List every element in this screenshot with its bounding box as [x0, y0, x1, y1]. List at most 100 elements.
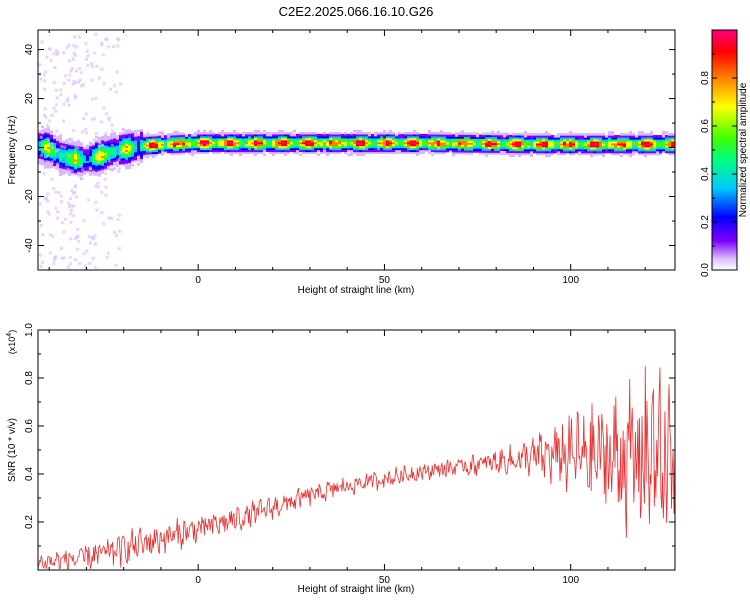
spectrogram-cell [101, 159, 104, 162]
spectrogram-cell [383, 149, 386, 153]
spectrogram-cell [98, 136, 101, 140]
spectrogram-cell [548, 154, 551, 158]
spectrogram-cell [350, 133, 353, 137]
spectrogram-noise-cell [47, 119, 51, 123]
spectrogram-cell [71, 156, 74, 160]
spectrogram-cell [455, 151, 458, 155]
spectrogram-cell [50, 155, 53, 159]
spectrogram-cell [506, 140, 509, 144]
spectrogram-cell [518, 140, 521, 144]
spectrogram-cell [353, 135, 356, 139]
spectrogram-cell [650, 150, 653, 154]
spectrogram-noise-cell [96, 185, 100, 189]
spectrogram-cell [482, 132, 485, 136]
spectrogram-cell [293, 149, 296, 153]
spectrogram-cell [101, 157, 104, 161]
spectrogram-cell [635, 140, 638, 144]
spectrogram-cell [413, 145, 416, 149]
spectrogram-cell [593, 135, 596, 138]
spectrogram-cell [557, 152, 560, 156]
spectrogram-cell [587, 138, 590, 142]
spectrogram-cell [311, 143, 314, 147]
spectrogram-cell [551, 144, 554, 148]
spectrogram-cell [119, 160, 122, 163]
spectrogram-cell [179, 138, 182, 142]
spectrogram-cell [623, 138, 626, 142]
spectrogram-cell [116, 154, 119, 158]
spectrogram-cell [614, 152, 617, 156]
spectrogram-noise-cell [69, 204, 73, 208]
spectrogram-cell [506, 150, 509, 154]
spectrogram-cell [389, 129, 392, 133]
spectrogram-cell [497, 134, 500, 138]
spectrogram-cell [74, 166, 77, 170]
spectrogram-cell [317, 135, 320, 139]
spectrogram-cell [302, 137, 305, 141]
spectrogram-cell [611, 137, 614, 140]
spectrogram-cell [575, 140, 578, 144]
spectrogram-cell [287, 131, 290, 135]
spectrogram-cell [374, 147, 377, 151]
spectrogram-noise-cell [52, 106, 56, 110]
spectrogram-cell [38, 162, 41, 165]
spectrogram-noise-cell [104, 112, 108, 116]
spectrogram-cell [110, 152, 113, 156]
spectrogram-cell [647, 138, 650, 142]
spectrogram-cell [89, 147, 92, 151]
spectrogram-cell [140, 158, 143, 162]
spectrogram-cell [653, 144, 656, 148]
spectrogram-cell [383, 135, 386, 139]
spectrogram-cell [518, 142, 521, 146]
spectrogram-cell [71, 162, 74, 165]
spectrogram-y-tick-label: -20 [24, 189, 35, 204]
spectrogram-cell [137, 135, 140, 139]
spectrogram-noise-cell [49, 131, 53, 135]
spectrogram-cell [587, 144, 590, 148]
spectrogram-cell [389, 131, 392, 135]
spectrogram-cell [140, 152, 143, 156]
spectrogram-cell [386, 145, 389, 149]
spectrogram-cell [521, 144, 524, 148]
spectrogram-cell [77, 155, 80, 159]
spectrogram-cell [260, 141, 263, 145]
spectrogram-cell [242, 133, 245, 137]
spectrogram-cell [599, 137, 602, 140]
spectrogram-cell [470, 142, 473, 145]
spectrogram-cell [461, 140, 464, 143]
spectrogram-cell [152, 137, 155, 141]
spectrogram-cell [515, 144, 518, 148]
spectrogram-cell [194, 149, 197, 153]
spectrogram-cell [395, 151, 398, 155]
spectrogram-cell [233, 135, 236, 139]
spectrogram-cell [563, 138, 566, 142]
spectrogram-cell [143, 138, 146, 142]
spectrogram-cell [239, 139, 242, 143]
spectrogram-cell [65, 161, 68, 164]
spectrogram-cell [236, 133, 239, 137]
spectrogram-cell [77, 159, 80, 163]
spectrogram-cell [197, 135, 200, 139]
spectrogram-cell [347, 137, 350, 141]
spectrogram-cell [164, 144, 167, 148]
spectrogram-cell [185, 146, 188, 149]
spectrogram-noise-cell [110, 129, 114, 133]
spectrogram-cell [119, 142, 122, 146]
spectrogram-cell [92, 156, 95, 160]
spectrogram-cell [569, 148, 572, 152]
spectrogram-cell [356, 131, 359, 135]
spectrogram-cell [209, 129, 212, 133]
spectrogram-cell [524, 136, 527, 140]
spectrogram-cell [41, 158, 44, 162]
spectrogram-cell [644, 140, 647, 144]
spectrogram-noise-cell [47, 212, 51, 216]
spectrogram-cell [137, 162, 140, 166]
spectrogram-cell [365, 139, 368, 143]
spectrogram-cell [89, 151, 92, 155]
spectrogram-cell [323, 151, 326, 155]
spectrogram-noise-cell [70, 67, 74, 71]
spectrogram-cell [608, 144, 611, 148]
spectrogram-cell [383, 151, 386, 155]
spectrogram-cell [92, 162, 95, 165]
spectrogram-noise-cell [92, 173, 96, 177]
